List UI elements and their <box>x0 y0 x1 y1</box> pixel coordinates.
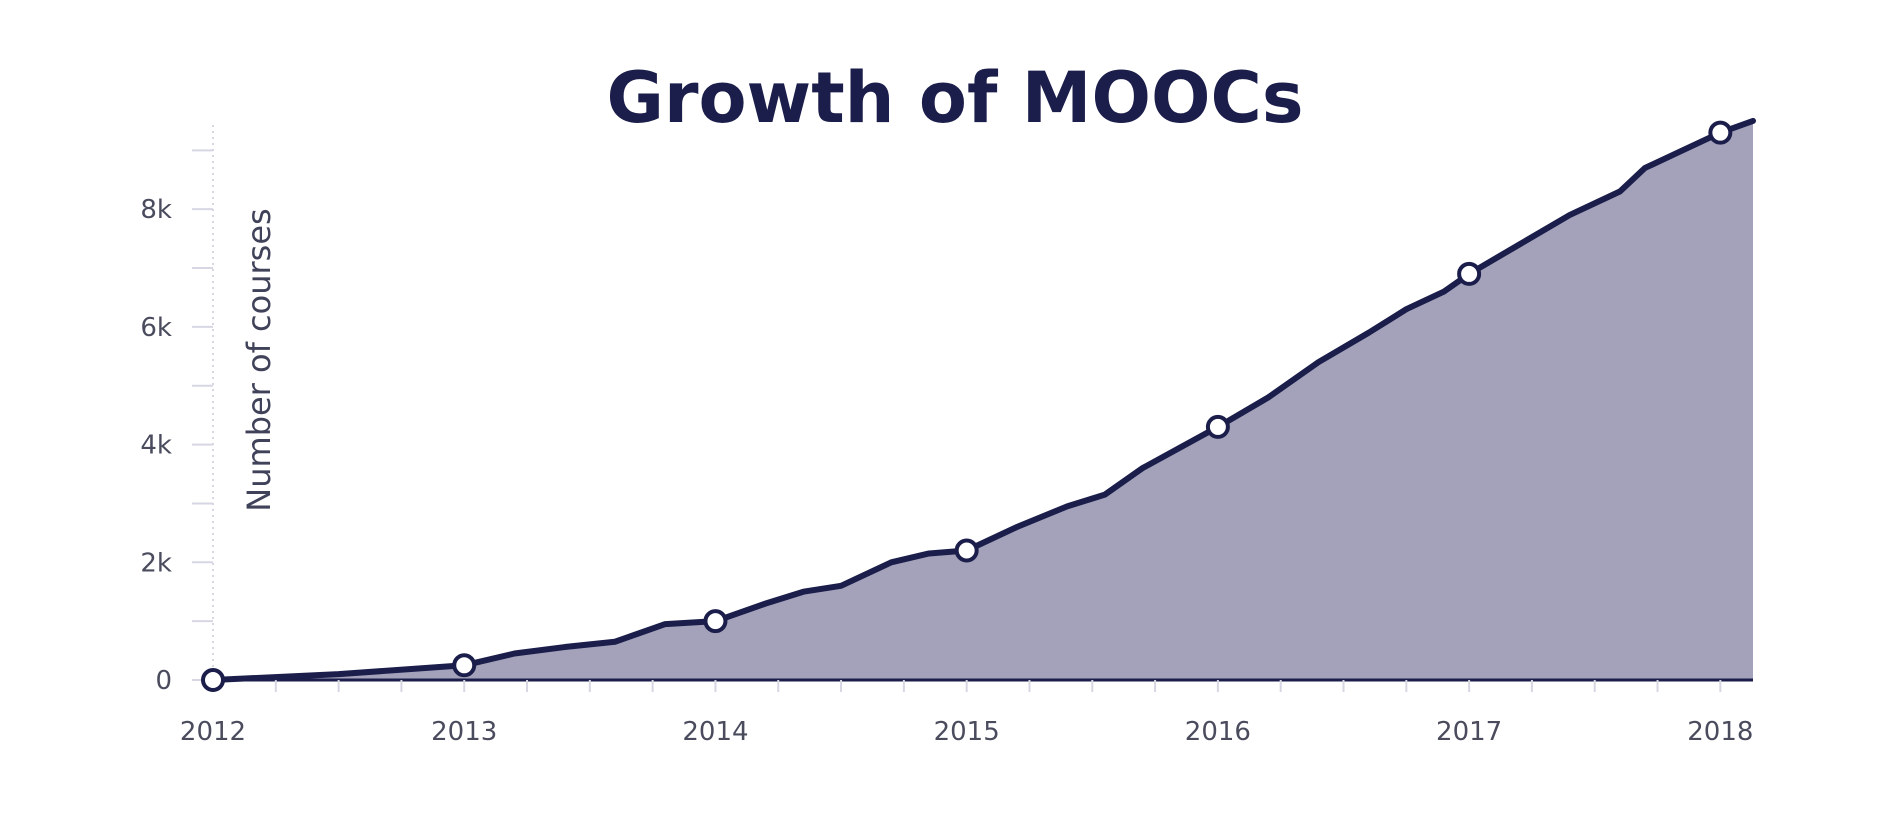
series-line <box>210 117 1756 683</box>
x-tick-label: 2016 <box>1185 717 1251 747</box>
x-tick-label: 2014 <box>682 717 748 747</box>
y-tick-label: 2k <box>140 548 172 578</box>
data-point-2017 <box>1457 261 1482 286</box>
y-tick-label: 0 <box>155 666 172 696</box>
series-area <box>213 120 1753 680</box>
data-point-2015 <box>954 538 979 563</box>
data-point-2014 <box>703 609 728 634</box>
y-tick-label: 8k <box>140 195 172 225</box>
data-point-2012 <box>201 668 225 692</box>
x-tick-label: 2015 <box>934 717 1000 747</box>
x-tick-label: 2018 <box>1687 717 1753 747</box>
y-axis-label: Number of courses <box>240 208 278 511</box>
y-tick-label: 4k <box>140 431 172 461</box>
x-tick-label: 2013 <box>431 717 497 747</box>
x-tick-label: 2017 <box>1436 717 1502 747</box>
data-point-2013 <box>452 653 477 678</box>
data-point-2018 <box>1708 120 1733 145</box>
y-tick-label: 6k <box>140 313 172 343</box>
plot-area: 0 2k 4k 6k 8k 2012 2013 2014 2015 2016 2017 2018 <box>140 117 1756 747</box>
chart-title: Growth of MOOCs <box>606 57 1303 139</box>
data-point-2016 <box>1205 414 1230 439</box>
x-tick-label: 2012 <box>180 717 246 747</box>
